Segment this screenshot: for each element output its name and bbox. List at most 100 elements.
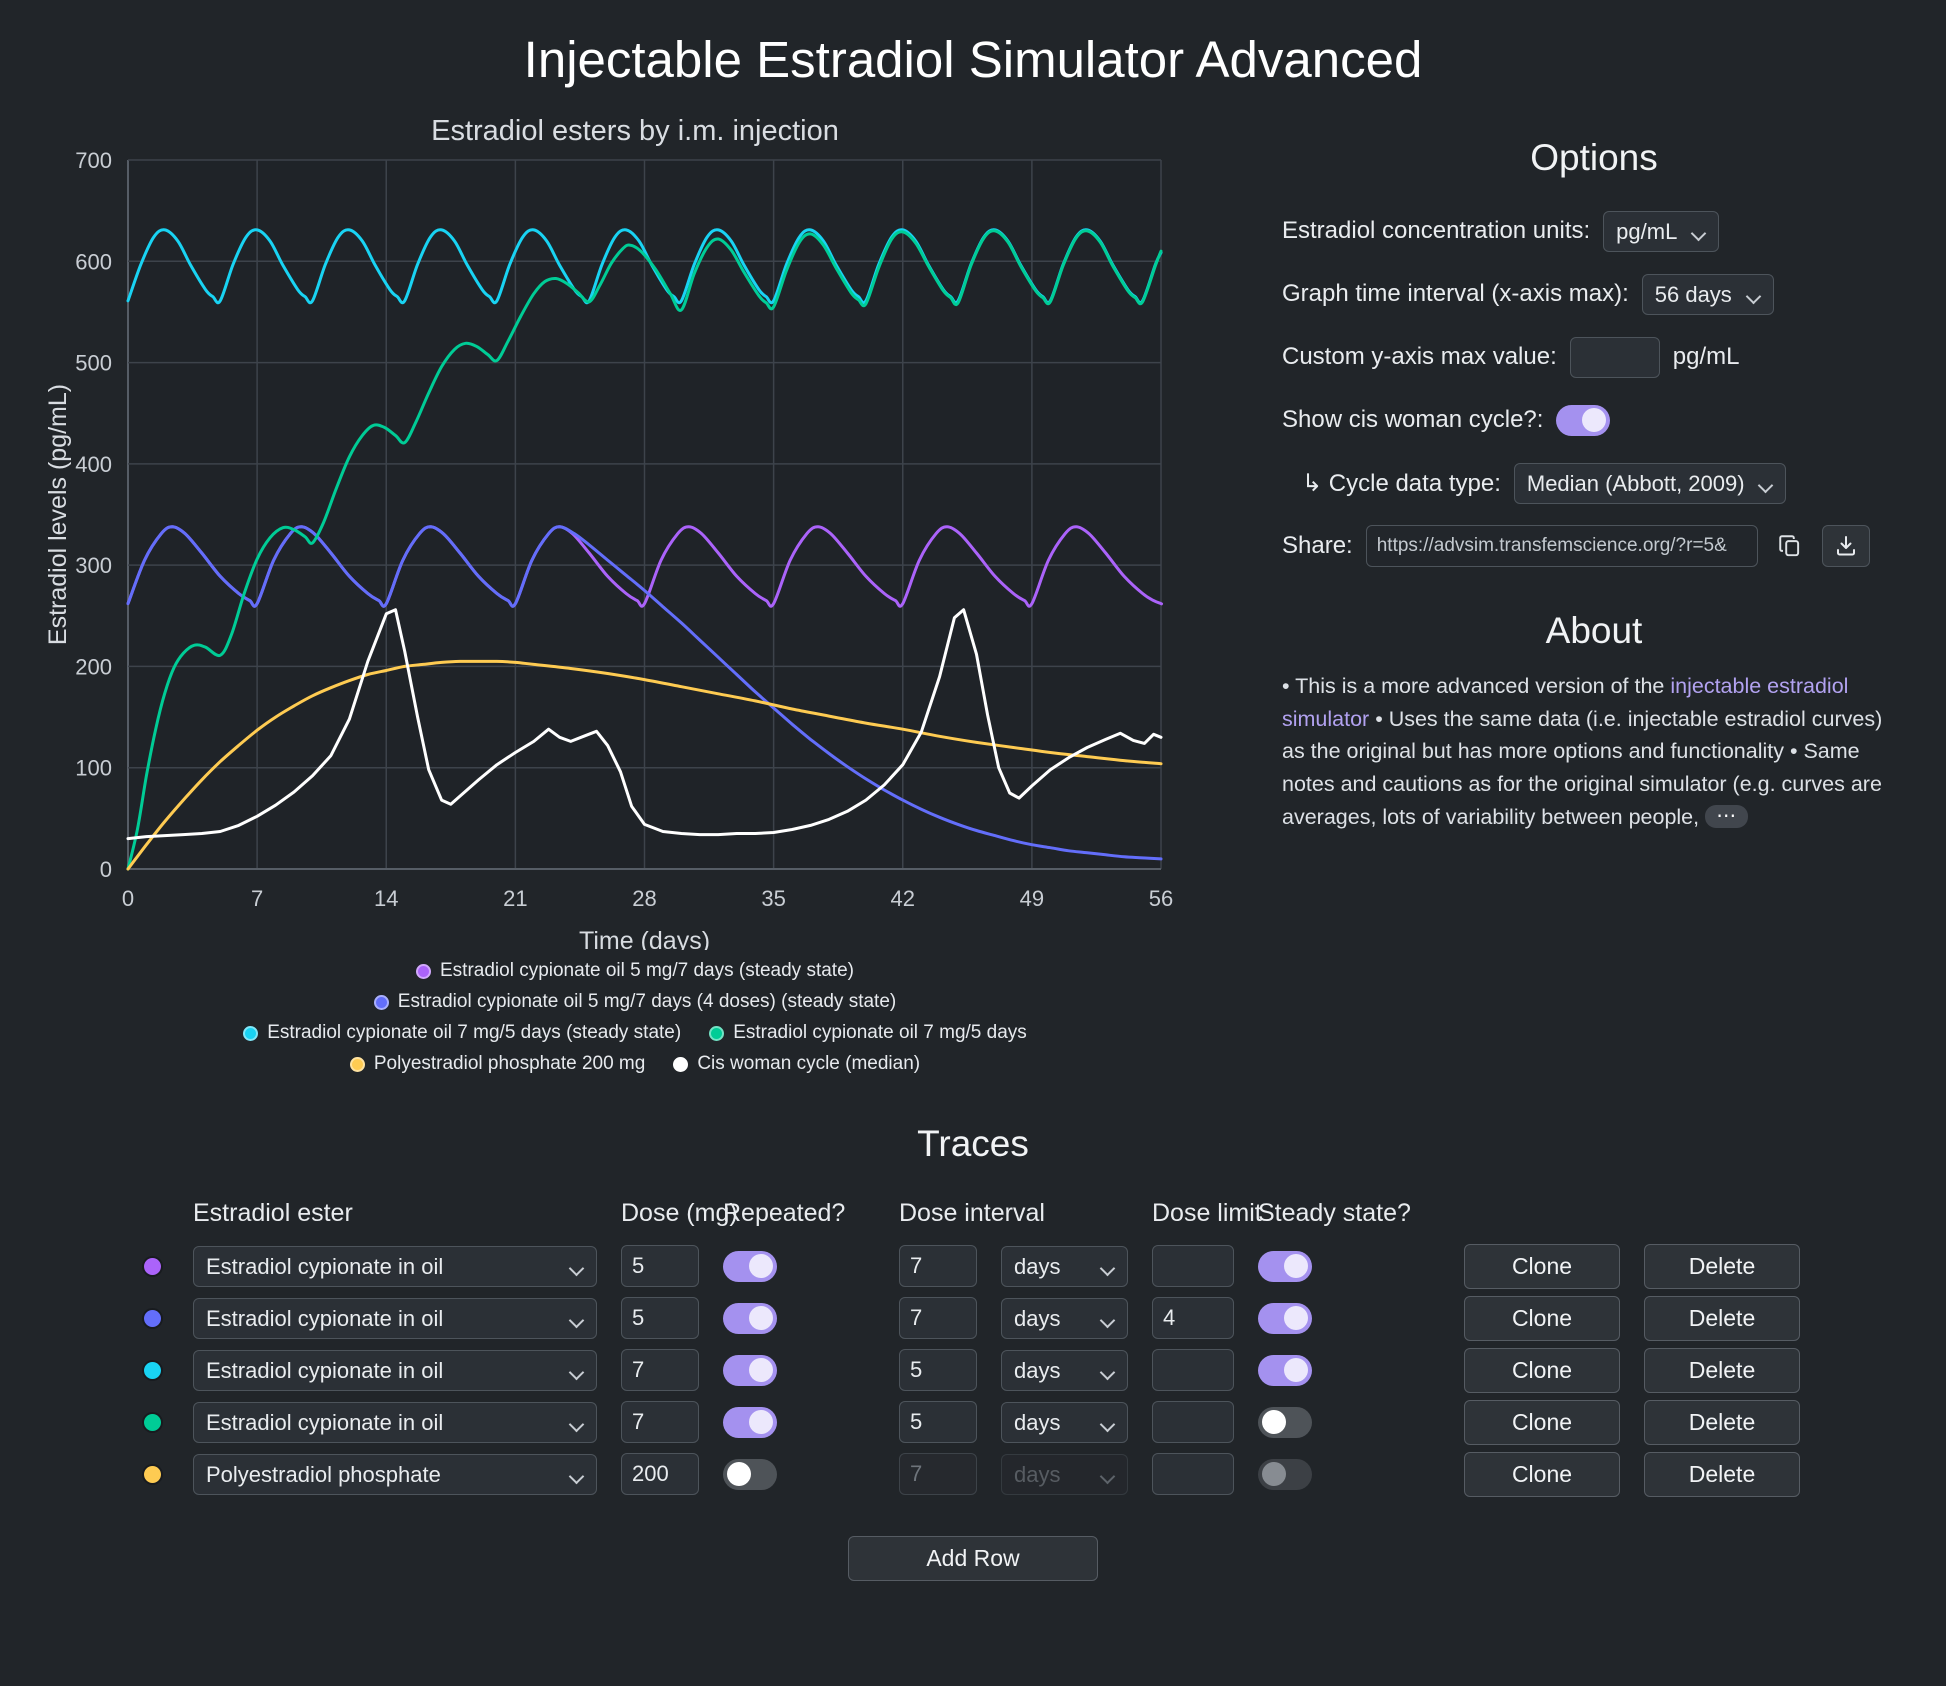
y-tick-label: 600: [75, 249, 112, 274]
delete-button[interactable]: Delete: [1644, 1451, 1800, 1497]
units-select[interactable]: pg/mL: [1603, 210, 1720, 252]
about-text: • This is a more advanced version of the…: [1282, 670, 1906, 833]
dose-interval-input[interactable]: [899, 1245, 977, 1287]
about-text-part2: • Uses the same data (i.e. injectable es…: [1282, 706, 1883, 829]
repeated-toggle[interactable]: [723, 1406, 777, 1438]
clone-button[interactable]: Clone: [1464, 1399, 1620, 1445]
x-tick-label: 21: [503, 886, 527, 911]
trace-color-swatch: [143, 1413, 161, 1431]
interval-unit-select[interactable]: days: [1001, 1245, 1128, 1287]
steady-state-toggle[interactable]: [1258, 1250, 1312, 1282]
repeated-toggle[interactable]: [723, 1354, 777, 1386]
delete-button[interactable]: Delete: [1644, 1347, 1800, 1393]
interval-unit-select[interactable]: days: [1001, 1401, 1128, 1443]
repeated-toggle[interactable]: [723, 1302, 777, 1334]
option-row-units: Estradiol concentration units: pg/mL: [1282, 209, 1906, 253]
legend-row: Estradiol cypionate oil 7 mg/5 days (ste…: [243, 1022, 1027, 1044]
repeated-toggle[interactable]: [723, 1458, 777, 1490]
dose-limit-input[interactable]: [1152, 1245, 1234, 1287]
x-tick-label: 49: [1020, 886, 1044, 911]
estradiol-chart[interactable]: 0 7 14 21 28 35 42 49 56 0 100 200 300 400 500 600 700 Ti…: [40, 150, 1205, 950]
dose-input[interactable]: [621, 1297, 699, 1339]
y-tick-label: 300: [75, 553, 112, 578]
share-label: Share:: [1282, 532, 1353, 559]
legend-item[interactable]: Estradiol cypionate oil 5 mg/7 days (ste…: [416, 960, 854, 982]
trace-row: Estradiol cypionate in oil days Clone Delet…: [135, 1292, 1811, 1344]
legend-label: Estradiol cypionate oil 7 mg/5 days: [733, 1022, 1027, 1043]
ester-select-wrap: Estradiol cypionate in oil: [193, 1401, 597, 1443]
time-interval-select[interactable]: 56 days: [1641, 273, 1774, 315]
clone-button[interactable]: Clone: [1464, 1347, 1620, 1393]
delete-button[interactable]: Delete: [1644, 1399, 1800, 1445]
ymax-input[interactable]: [1569, 336, 1660, 378]
legend-row: Estradiol cypionate oil 5 mg/7 days (4 d…: [373, 991, 897, 1013]
legend-item[interactable]: Estradiol cypionate oil 7 mg/5 days: [709, 1022, 1027, 1044]
interval-unit-select-wrap: days: [1001, 1453, 1128, 1495]
ester-select-wrap: Estradiol cypionate in oil: [193, 1297, 597, 1339]
y-tick-label: 0: [100, 857, 112, 882]
steady-state-toggle[interactable]: [1258, 1406, 1312, 1438]
legend-row: Polyestradiol phosphate 200 mg Cis woman …: [349, 1053, 920, 1075]
series-line-3: [126, 229, 1163, 871]
column-header-limit: Dose limit: [1152, 1199, 1262, 1227]
dose-interval-input[interactable]: [899, 1401, 977, 1443]
delete-button[interactable]: Delete: [1644, 1295, 1800, 1341]
clone-button[interactable]: Clone: [1464, 1295, 1620, 1341]
clone-button[interactable]: Clone: [1464, 1243, 1620, 1289]
show-cycle-toggle[interactable]: [1556, 404, 1611, 436]
legend-item[interactable]: Estradiol cypionate oil 5 mg/7 days (4 d…: [373, 991, 897, 1013]
y-tick-label: 500: [75, 351, 112, 376]
page-title: Injectable Estradiol Simulator Advanced: [523, 31, 1423, 88]
toggle-knob-icon: [1582, 408, 1607, 432]
copy-share-url-button[interactable]: [1771, 527, 1809, 565]
cycle-type-select[interactable]: Median (Abbott, 2009): [1513, 462, 1786, 504]
dose-limit-input[interactable]: [1152, 1453, 1234, 1495]
series-line-1: [126, 525, 1163, 861]
share-url-input[interactable]: [1365, 525, 1758, 567]
legend-item[interactable]: Cis woman cycle (median): [673, 1053, 920, 1075]
interval-unit-select: days: [1001, 1453, 1128, 1495]
steady-state-toggle[interactable]: [1258, 1302, 1312, 1334]
interval-unit-select[interactable]: days: [1001, 1297, 1128, 1339]
interval-unit-select[interactable]: days: [1001, 1349, 1128, 1391]
option-row-ymax: Custom y-axis max value: pg/mL: [1282, 335, 1906, 379]
delete-button[interactable]: Delete: [1644, 1243, 1800, 1289]
dose-input[interactable]: [621, 1245, 699, 1287]
ester-select[interactable]: Estradiol cypionate in oil: [193, 1401, 597, 1443]
legend-marker-icon: [709, 1025, 725, 1041]
add-row-button[interactable]: Add Row: [848, 1536, 1098, 1581]
legend-item[interactable]: Estradiol cypionate oil 7 mg/5 days (ste…: [243, 1022, 681, 1044]
dose-limit-input[interactable]: [1152, 1401, 1234, 1443]
dose-interval-input[interactable]: [899, 1297, 977, 1339]
dose-input[interactable]: [621, 1401, 699, 1443]
column-header-repeated: Repeated?: [723, 1199, 846, 1227]
ester-select[interactable]: Polyestradiol phosphate: [193, 1453, 597, 1495]
toggle-knob-icon: [1284, 1254, 1308, 1278]
legend-label: Estradiol cypionate oil 5 mg/7 days (4 d…: [397, 991, 897, 1012]
clone-button[interactable]: Clone: [1464, 1451, 1620, 1497]
dose-limit-input[interactable]: [1152, 1349, 1234, 1391]
about-expand-button[interactable]: ⋯: [1705, 804, 1749, 828]
steady-state-toggle[interactable]: [1258, 1354, 1312, 1386]
original-simulator-link[interactable]: injectable estradiol simulator: [1282, 674, 1849, 731]
dose-interval-input[interactable]: [899, 1349, 977, 1391]
ester-select[interactable]: Estradiol cypionate in oil: [193, 1349, 597, 1391]
dose-input[interactable]: [621, 1349, 699, 1391]
dose-limit-input[interactable]: [1152, 1297, 1234, 1339]
ester-select[interactable]: Estradiol cypionate in oil: [193, 1297, 597, 1339]
chart-panel: Estradiol esters by i.m. injection 0 7 14 2…: [40, 95, 1230, 1075]
legend-item[interactable]: Polyestradiol phosphate 200 mg: [349, 1053, 645, 1075]
download-chart-button[interactable]: [1821, 525, 1870, 567]
ester-select[interactable]: Estradiol cypionate in oil: [193, 1245, 597, 1287]
legend-row: Estradiol cypionate oil 5 mg/7 days (ste…: [416, 960, 854, 982]
trace-row: Estradiol cypionate in oil days Clone Delet…: [135, 1396, 1811, 1448]
series-line-5: [126, 608, 1163, 841]
trace-color-swatch: [143, 1257, 161, 1275]
toggle-knob-icon: [749, 1358, 773, 1382]
traces-section: Traces Estradiol ester Dose (mg) Repeate…: [0, 1123, 1946, 1581]
x-tick-label: 7: [251, 886, 263, 911]
dose-input[interactable]: [621, 1453, 699, 1495]
interval-unit-select-wrap: days: [1001, 1245, 1128, 1287]
repeated-toggle[interactable]: [723, 1250, 777, 1282]
trace-color-swatch: [143, 1465, 161, 1483]
